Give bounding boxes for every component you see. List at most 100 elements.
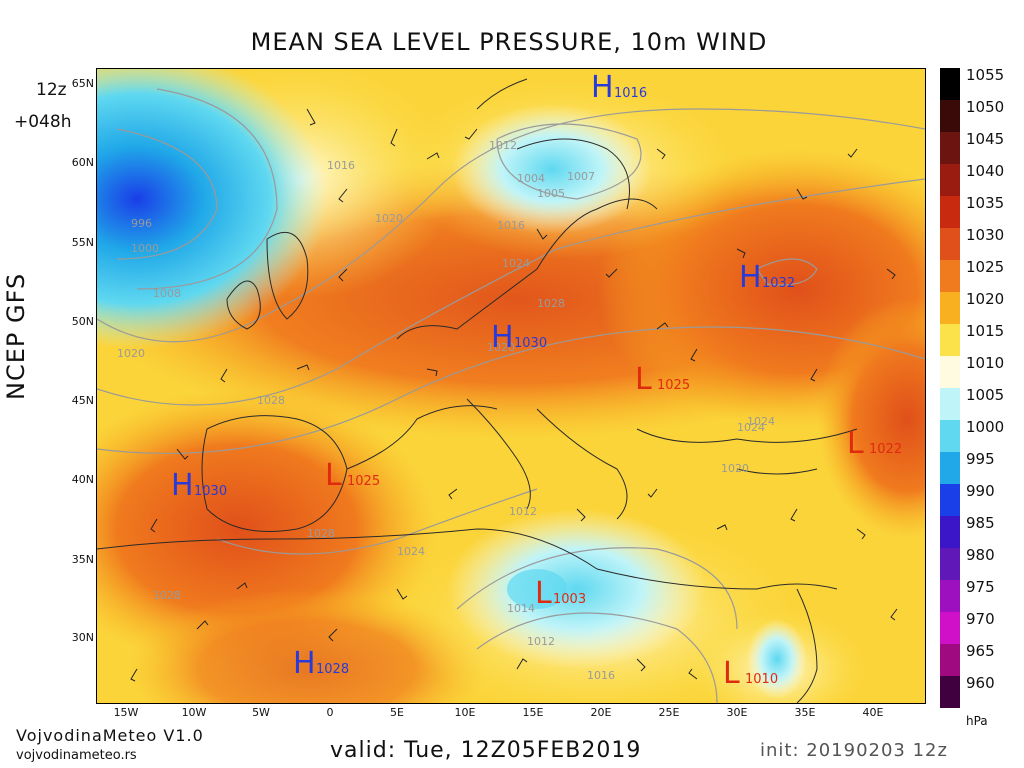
isobar-label: 1024 — [397, 545, 425, 558]
low-center-value: 1022 — [869, 442, 902, 457]
high-center-value: 1030 — [514, 336, 547, 351]
valid-time: valid: Tue, 12Z05FEB2019 — [330, 738, 642, 763]
isobar-label: 1016 — [497, 219, 525, 232]
isobar-label: 1020 — [117, 347, 145, 360]
colorbar-swatch — [940, 676, 960, 708]
isobar-label: 1008 — [153, 287, 181, 300]
isobar-label: 1012 — [527, 635, 555, 648]
colorbar-swatch — [940, 388, 960, 420]
colorbar-label: 1050 — [966, 98, 1005, 116]
colorbar-label: 1020 — [966, 290, 1005, 308]
lon-label: 10E — [454, 706, 476, 719]
isobar-label: 1012 — [489, 139, 517, 152]
lon-label: 30E — [726, 706, 748, 719]
colorbar-swatch — [940, 196, 960, 228]
low-center-value: 1003 — [553, 592, 586, 607]
colorbar-label: 980 — [966, 546, 995, 564]
colorbar — [940, 68, 960, 708]
high-center-letter: H — [591, 70, 614, 105]
map-canvas: 1016 1020 1024 1028 1012 1008 1000 996 1… — [97, 69, 925, 703]
model-name: NCEP GFS — [2, 272, 30, 400]
colorbar-swatch — [940, 132, 960, 164]
colorbar-swatch — [940, 484, 960, 516]
isobar-label: 1016 — [587, 669, 615, 682]
high-center-letter: H — [491, 320, 514, 355]
isobar-label: 1014 — [507, 602, 535, 615]
high-center-value: 1016 — [614, 86, 647, 101]
high-center-letter: H — [739, 260, 762, 295]
brand-name: VojvodinaMeteo V1.0 — [16, 726, 204, 745]
low-center-value: 1025 — [347, 474, 380, 489]
lat-label: 35N — [71, 553, 94, 566]
colorbar-swatch — [940, 356, 960, 388]
colorbar-swatch — [940, 644, 960, 676]
isobar-label: 1024 — [502, 257, 530, 270]
colorbar-swatch — [940, 68, 960, 100]
colorbar-swatch — [940, 452, 960, 484]
isobar-label: 1028 — [153, 589, 181, 602]
low-center-letter: L — [847, 426, 864, 461]
lat-label: 65N — [71, 77, 94, 90]
colorbar-swatch — [940, 548, 960, 580]
high-center-value: 1032 — [762, 276, 795, 291]
colorbar-label: 1015 — [966, 322, 1005, 340]
colorbar-label: 1000 — [966, 418, 1005, 436]
colorbar-swatch — [940, 420, 960, 452]
colorbar-label: 1045 — [966, 130, 1005, 148]
colorbar-label: 1025 — [966, 258, 1005, 276]
brand-url[interactable]: vojvodinameteo.rs — [16, 748, 137, 763]
low-center-letter: L — [325, 458, 342, 493]
lat-label: 60N — [71, 156, 94, 169]
colorbar-label: 1040 — [966, 162, 1005, 180]
lon-label: 35E — [794, 706, 816, 719]
pressure-map: 1016 1020 1024 1028 1012 1008 1000 996 1… — [96, 68, 926, 704]
lon-label: 25E — [658, 706, 680, 719]
isobar-label: 1020 — [375, 212, 403, 225]
lat-label: 30N — [71, 631, 94, 644]
colorbar-unit: hPa — [966, 714, 988, 728]
isobar-label: 1007 — [567, 170, 595, 183]
colorbar-swatch — [940, 580, 960, 612]
colorbar-label: 995 — [966, 450, 995, 468]
high-center-letter: H — [293, 646, 316, 681]
colorbar-label: 975 — [966, 578, 995, 596]
isobar-label: 1004 — [517, 172, 545, 185]
lon-label: 5W — [252, 706, 270, 719]
high-center-value: 1028 — [316, 662, 349, 677]
lat-label: 50N — [71, 315, 94, 328]
isobar-label: 1024 — [747, 415, 775, 428]
low-center-letter: L — [723, 656, 740, 691]
lon-label: 15E — [522, 706, 544, 719]
low-center-letter: L — [635, 362, 652, 397]
high-center-value: 1030 — [194, 484, 227, 499]
colorbar-label: 1055 — [966, 66, 1005, 84]
isobar-label: 996 — [131, 217, 152, 230]
forecast-lead: +048h — [14, 112, 72, 132]
init-time: init: 20190203 12z — [760, 740, 948, 761]
lon-label: 40E — [862, 706, 884, 719]
colorbar-label: 1010 — [966, 354, 1005, 372]
lat-label: 45N — [71, 394, 94, 407]
run-time: 12z — [36, 80, 67, 100]
high-center-letter: H — [171, 468, 194, 503]
colorbar-label: 970 — [966, 610, 995, 628]
colorbar-label: 1030 — [966, 226, 1005, 244]
colorbar-swatch — [940, 260, 960, 292]
chart-title: MEAN SEA LEVEL PRESSURE, 10m WIND — [250, 28, 768, 56]
isobar-label: 1016 — [327, 159, 355, 172]
colorbar-swatch — [940, 516, 960, 548]
isobar-label: 1020 — [487, 341, 515, 354]
isobar-label: 1024 — [737, 421, 765, 434]
colorbar-label: 960 — [966, 674, 995, 692]
colorbar-swatch — [940, 164, 960, 196]
colorbar-swatch — [940, 228, 960, 260]
colorbar-label: 965 — [966, 642, 995, 660]
lat-label: 40N — [71, 473, 94, 486]
colorbar-swatch — [940, 324, 960, 356]
isobar-label: 1005 — [537, 187, 565, 200]
isobar-label: 1028 — [537, 297, 565, 310]
low-center-letter: L — [535, 576, 552, 611]
lon-label: 15W — [113, 706, 139, 719]
lat-label: 55N — [71, 236, 94, 249]
isobar-label: 1028 — [257, 394, 285, 407]
